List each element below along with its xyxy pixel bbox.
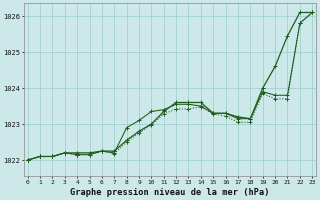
X-axis label: Graphe pression niveau de la mer (hPa): Graphe pression niveau de la mer (hPa)	[70, 188, 270, 197]
